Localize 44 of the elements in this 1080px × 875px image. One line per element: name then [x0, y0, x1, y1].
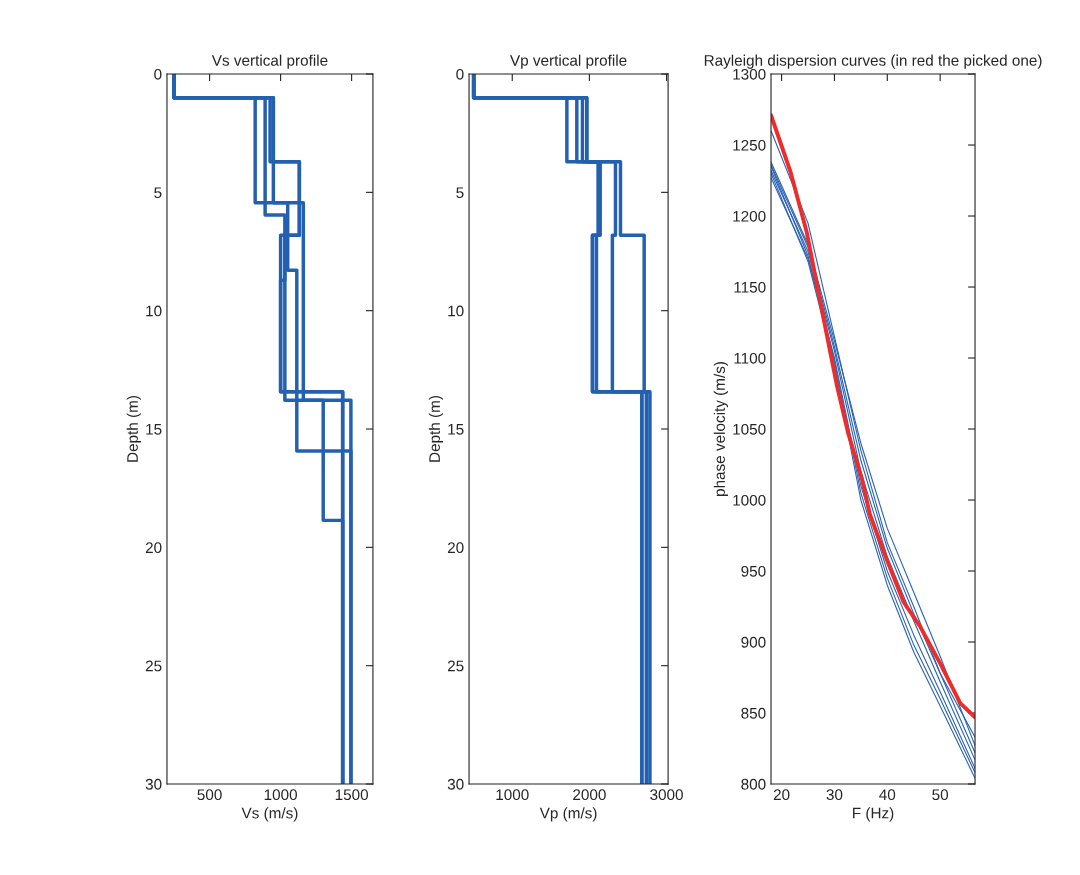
y-tick-label: 950 [741, 565, 766, 577]
x-tick-label: 1000 [496, 789, 529, 801]
x-axis-title: Vp (m/s) [539, 807, 597, 822]
x-tick-label: 1500 [335, 789, 369, 801]
y-tick-label: 30 [447, 778, 464, 790]
y-tick-label: 900 [741, 636, 766, 648]
y-tick-label: 1000 [733, 494, 766, 506]
y-tick-label: 0 [456, 68, 464, 80]
y-tick-label: 5 [456, 187, 464, 199]
y-tick-label: 10 [448, 305, 464, 317]
chart-title: Vp vertical profile [510, 54, 627, 69]
y-tick-label: 800 [741, 778, 766, 790]
x-tick-label: 1000 [264, 789, 297, 801]
y-tick-label: 850 [741, 707, 766, 719]
x-tick-label: 500 [197, 789, 222, 801]
y-tick-label: 1250 [733, 139, 766, 151]
y-axis-title: Depth (m) [428, 396, 444, 462]
x-tick-label: 2000 [573, 789, 606, 801]
x-tick-label: 50 [932, 789, 949, 801]
y-tick-label: 30 [145, 778, 162, 790]
y-tick-label: 1100 [734, 352, 766, 364]
y-tick-label: 5 [154, 187, 162, 199]
y-tick-label: 1050 [733, 423, 766, 435]
y-tick-label: 1200 [733, 210, 766, 222]
y-tick-label: 1300 [733, 68, 766, 80]
x-tick-label: 30 [826, 789, 843, 801]
y-tick-label: 20 [145, 542, 162, 554]
x-axis-title: F (Hz) [853, 807, 894, 822]
y-axis-title: Depth (m) [126, 396, 141, 462]
x-axis-title: Vs (m/s) [241, 807, 298, 822]
x-tick-label: 3000 [650, 789, 683, 801]
y-tick-label: 25 [145, 660, 162, 672]
y-axis-title: phase velocity (m/s) [713, 362, 728, 496]
x-tick-label: 40 [879, 789, 896, 801]
y-tick-label: 25 [447, 660, 464, 672]
y-tick-label: 0 [154, 68, 162, 80]
y-tick-label: 1150 [734, 281, 766, 293]
chart-title: Vs vertical profile [211, 54, 328, 69]
y-tick-label: 15 [146, 424, 162, 435]
x-tick-label: 20 [773, 789, 790, 801]
y-tick-label: 20 [447, 542, 464, 554]
y-tick-label: 10 [146, 305, 162, 317]
y-tick-label: 15 [448, 424, 464, 435]
chart-title: Rayleigh dispersion curves (in red the picked one) [704, 54, 1042, 69]
